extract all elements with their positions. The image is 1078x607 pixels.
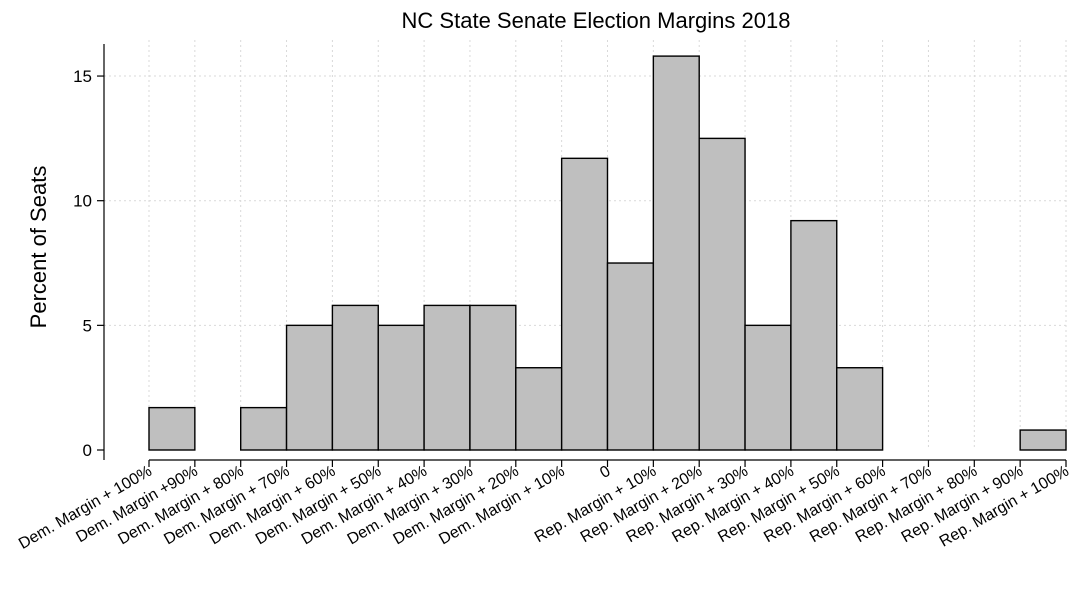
histogram-bar (515, 367, 563, 451)
histogram-bar (698, 137, 746, 451)
bars (148, 55, 1067, 451)
x-tick-label: 0 (597, 463, 613, 482)
y-axis-ticks: 0 5 10 15 (73, 67, 104, 460)
histogram-bar (744, 324, 792, 451)
histogram-bar (331, 304, 379, 451)
y-tick-label: 15 (73, 67, 92, 86)
y-tick-label: 5 (83, 316, 92, 335)
histogram-bar (377, 324, 425, 451)
histogram-bar (652, 55, 700, 451)
histogram-bar (423, 304, 471, 451)
histogram-bar (606, 262, 655, 451)
histogram-bar (836, 367, 884, 451)
histogram-bar (469, 304, 517, 451)
histogram-bar (148, 406, 196, 451)
histogram-bar (285, 324, 334, 451)
chart-title: NC State Senate Election Margins 2018 (402, 8, 791, 33)
histogram-bar (790, 219, 838, 451)
histogram-bar (560, 157, 609, 451)
y-axis-label: Percent of Seats (26, 166, 51, 329)
x-axis-ticks: Dem. Margin + 100%Dem. Margin +90%Dem. M… (16, 460, 1072, 553)
y-tick-label: 0 (83, 441, 92, 460)
histogram-bar (239, 406, 288, 451)
histogram-bar (1019, 429, 1067, 451)
y-tick-label: 10 (73, 192, 92, 211)
